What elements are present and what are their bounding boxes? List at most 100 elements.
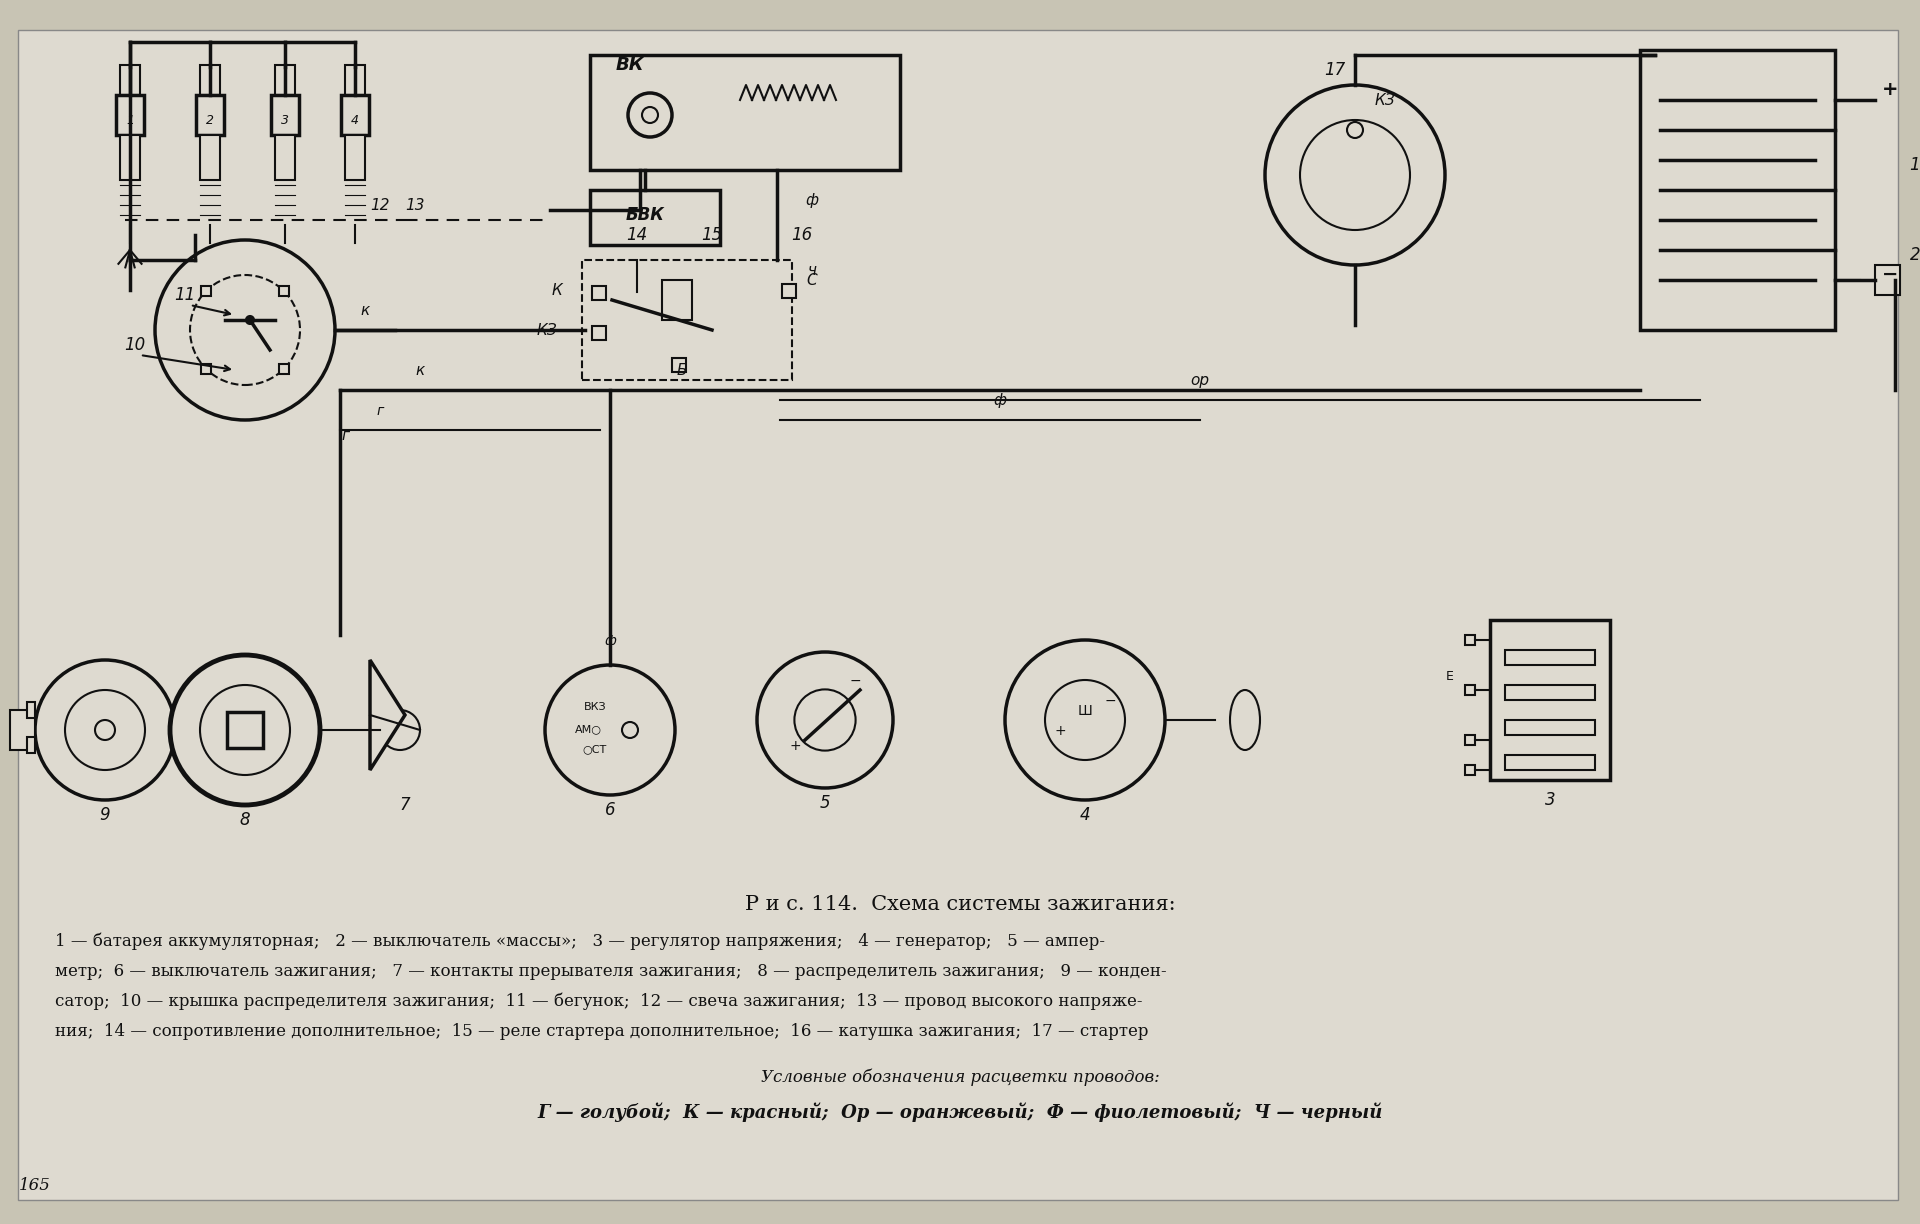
Circle shape: [756, 652, 893, 788]
Circle shape: [1300, 120, 1409, 230]
Bar: [1465, 765, 1475, 775]
Text: ВК: ВК: [616, 56, 645, 73]
Text: КЗ: КЗ: [538, 323, 557, 338]
Text: 13: 13: [405, 198, 424, 213]
Polygon shape: [371, 660, 405, 770]
Bar: [591, 326, 607, 340]
Bar: [1505, 720, 1596, 734]
Text: ВКЗ: ВКЗ: [584, 703, 607, 712]
Circle shape: [35, 660, 175, 800]
Bar: [1876, 266, 1901, 295]
Bar: [275, 65, 296, 95]
Circle shape: [795, 689, 856, 750]
Text: 4: 4: [351, 114, 359, 126]
Bar: [1640, 50, 1836, 330]
Circle shape: [236, 722, 253, 738]
Text: Г — голубой;  К — красный;  Ор — оранжевый;  Ф — фиолетовый;  Ч — черный: Г — голубой; К — красный; Ор — оранжевый…: [538, 1103, 1382, 1122]
Bar: [119, 65, 140, 95]
Bar: [589, 190, 720, 245]
Bar: [1505, 685, 1596, 700]
Text: 9: 9: [100, 805, 109, 824]
Bar: [589, 55, 900, 170]
Bar: [1465, 685, 1475, 695]
Text: 2: 2: [1910, 246, 1920, 264]
Bar: [202, 364, 211, 373]
Bar: [342, 95, 369, 135]
Bar: [10, 710, 35, 750]
Text: АМ○: АМ○: [574, 725, 601, 734]
Circle shape: [1004, 640, 1165, 800]
Text: +: +: [1882, 80, 1899, 99]
Bar: [271, 95, 300, 135]
Text: Р и с. 114.  Схема системы зажигания:: Р и с. 114. Схема системы зажигания:: [745, 895, 1175, 914]
Text: ф: ф: [806, 193, 818, 208]
Circle shape: [156, 240, 334, 420]
Text: 16: 16: [791, 226, 812, 244]
Bar: [1505, 650, 1596, 665]
Ellipse shape: [1231, 690, 1260, 750]
Text: к: к: [361, 304, 371, 318]
Text: +: +: [1054, 725, 1066, 738]
Text: 3: 3: [1546, 791, 1555, 809]
Bar: [672, 357, 685, 372]
Text: Б: Б: [676, 364, 687, 378]
Bar: [346, 65, 365, 95]
Bar: [1465, 635, 1475, 645]
Bar: [591, 286, 607, 300]
Text: 8: 8: [240, 812, 250, 829]
Bar: [582, 259, 791, 379]
Text: 1: 1: [1910, 155, 1920, 174]
Text: −: −: [1882, 266, 1899, 284]
Circle shape: [190, 275, 300, 386]
Bar: [200, 135, 221, 180]
Text: сатор;  10 — крышка распределителя зажигания;  11 — бегунок;  12 — свеча зажиган: сатор; 10 — крышка распределителя зажига…: [56, 993, 1142, 1011]
Text: К: К: [551, 283, 563, 297]
Circle shape: [1044, 681, 1125, 760]
Text: ф: ф: [605, 634, 616, 647]
Circle shape: [641, 106, 659, 122]
Bar: [196, 95, 225, 135]
Text: +: +: [789, 739, 801, 753]
Circle shape: [380, 710, 420, 750]
Text: 2: 2: [205, 114, 213, 126]
Text: ч: ч: [808, 263, 816, 278]
Text: ф: ф: [993, 393, 1006, 408]
Circle shape: [1265, 84, 1446, 266]
Text: 165: 165: [19, 1177, 52, 1193]
Bar: [781, 284, 797, 297]
Bar: [275, 135, 296, 180]
Text: 1 — батарея аккумуляторная;   2 — выключатель «массы»;   3 — регулятор напряжени: 1 — батарея аккумуляторная; 2 — выключат…: [56, 933, 1106, 951]
Text: 12: 12: [371, 198, 390, 213]
Circle shape: [65, 690, 146, 770]
Text: 15: 15: [701, 226, 722, 244]
Text: БВК: БВК: [626, 206, 664, 224]
Circle shape: [94, 720, 115, 741]
Bar: [1505, 755, 1596, 770]
Bar: [27, 703, 35, 718]
Bar: [202, 286, 211, 296]
Text: −: −: [849, 674, 860, 688]
Circle shape: [200, 685, 290, 775]
Text: 3: 3: [280, 114, 290, 126]
Bar: [227, 712, 263, 748]
Text: Условные обозначения расцветки проводов:: Условные обозначения расцветки проводов:: [760, 1069, 1160, 1086]
Text: Е: Е: [1446, 670, 1453, 683]
Text: −: −: [1104, 694, 1116, 707]
Bar: [1465, 734, 1475, 745]
Bar: [200, 65, 221, 95]
Text: 1: 1: [127, 114, 134, 126]
Text: 10: 10: [125, 337, 146, 354]
Bar: [278, 364, 288, 373]
Circle shape: [171, 655, 321, 805]
Text: Ш: Ш: [1077, 704, 1092, 718]
Circle shape: [545, 665, 676, 796]
Text: ○СТ: ○СТ: [584, 744, 607, 754]
Bar: [662, 280, 691, 319]
Bar: [115, 95, 144, 135]
Bar: [1490, 621, 1611, 780]
Text: С: С: [806, 273, 818, 288]
Text: г: г: [342, 428, 349, 443]
Circle shape: [246, 316, 253, 324]
Text: к: к: [415, 364, 424, 378]
Text: 5: 5: [820, 794, 829, 812]
